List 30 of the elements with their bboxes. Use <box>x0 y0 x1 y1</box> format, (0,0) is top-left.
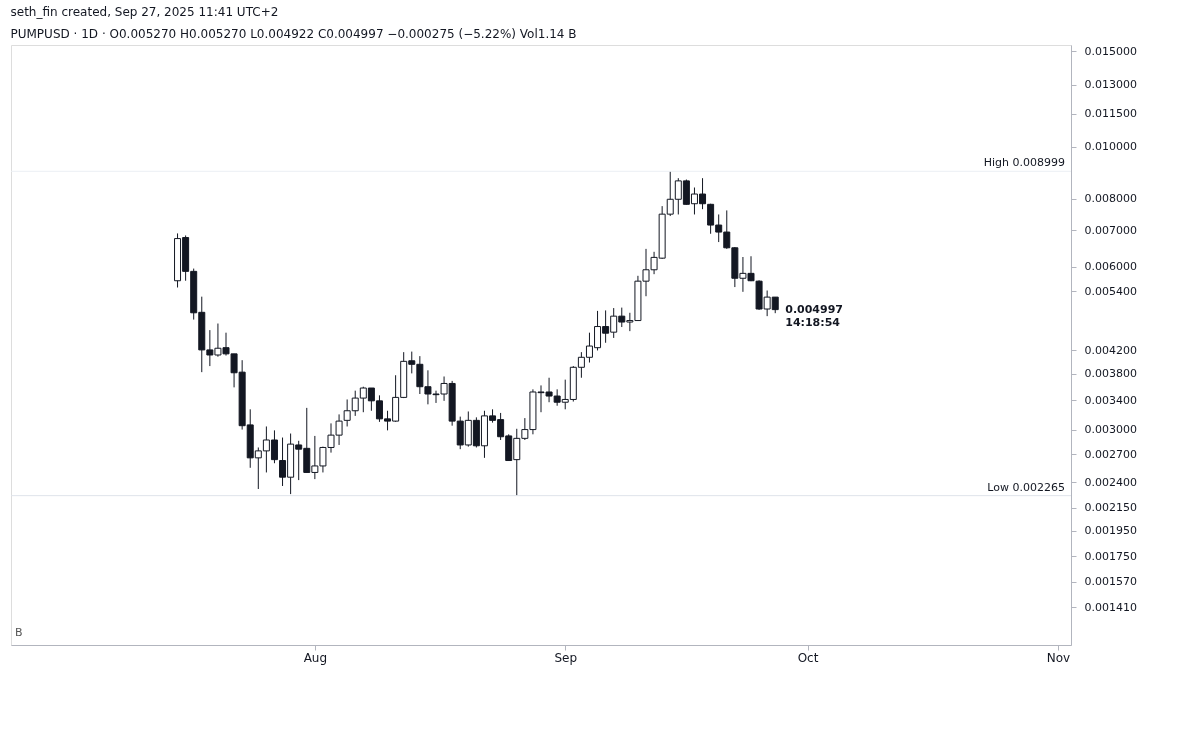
x-tick-label: Nov <box>1046 650 1071 665</box>
y-tick-label: 0.001750 <box>1084 549 1137 563</box>
y-tick-label: 0.002150 <box>1084 501 1137 515</box>
y-tick-label: 0.003400 <box>1084 393 1137 407</box>
x-tick-label: Aug <box>303 650 328 665</box>
y-tick-label: 0.003000 <box>1084 423 1137 437</box>
y-tick-label: 0.005400 <box>1084 284 1137 298</box>
x-tick-label: Sep <box>554 650 578 665</box>
ref-line-label: High 0.008999 <box>983 156 1065 170</box>
y-tick-label: 0.011500 <box>1084 107 1137 121</box>
y-tick-label: 0.007000 <box>1084 223 1137 237</box>
chart-title: seth_fin created, Sep 27, 2025 11:41 UTC+2 <box>10 5 279 19</box>
y-tick-label: 0.006000 <box>1084 260 1137 274</box>
y-tick-label: 0.010000 <box>1084 140 1137 154</box>
y-tick-label: 0.002400 <box>1084 475 1137 489</box>
x-tick-label: Oct <box>797 650 819 665</box>
y-tick-label: 0.004200 <box>1084 343 1137 357</box>
annotation: 0.004997 <box>785 302 843 316</box>
ref-line-label: Low 0.002265 <box>987 480 1065 494</box>
y-tick-label: 0.001410 <box>1084 600 1137 614</box>
y-tick-label: 0.013000 <box>1084 78 1137 92</box>
annotation: 14:18:54 <box>785 315 841 329</box>
y-tick-label: 0.001950 <box>1084 524 1137 538</box>
y-tick-label: 0.003800 <box>1084 367 1137 381</box>
annotation: B <box>15 626 23 639</box>
chart-subtitle: PUMPUSD · 1D · O0.005270 H0.005270 L0.004922 C0.004997 −0.000275 (−5.22%) Vol1.14 B <box>10 27 577 41</box>
y-tick-label: 0.015000 <box>1084 44 1137 58</box>
y-tick-label: 0.008000 <box>1084 192 1137 206</box>
y-tick-label: 0.001570 <box>1084 575 1137 589</box>
y-tick-label: 0.002700 <box>1084 447 1137 461</box>
